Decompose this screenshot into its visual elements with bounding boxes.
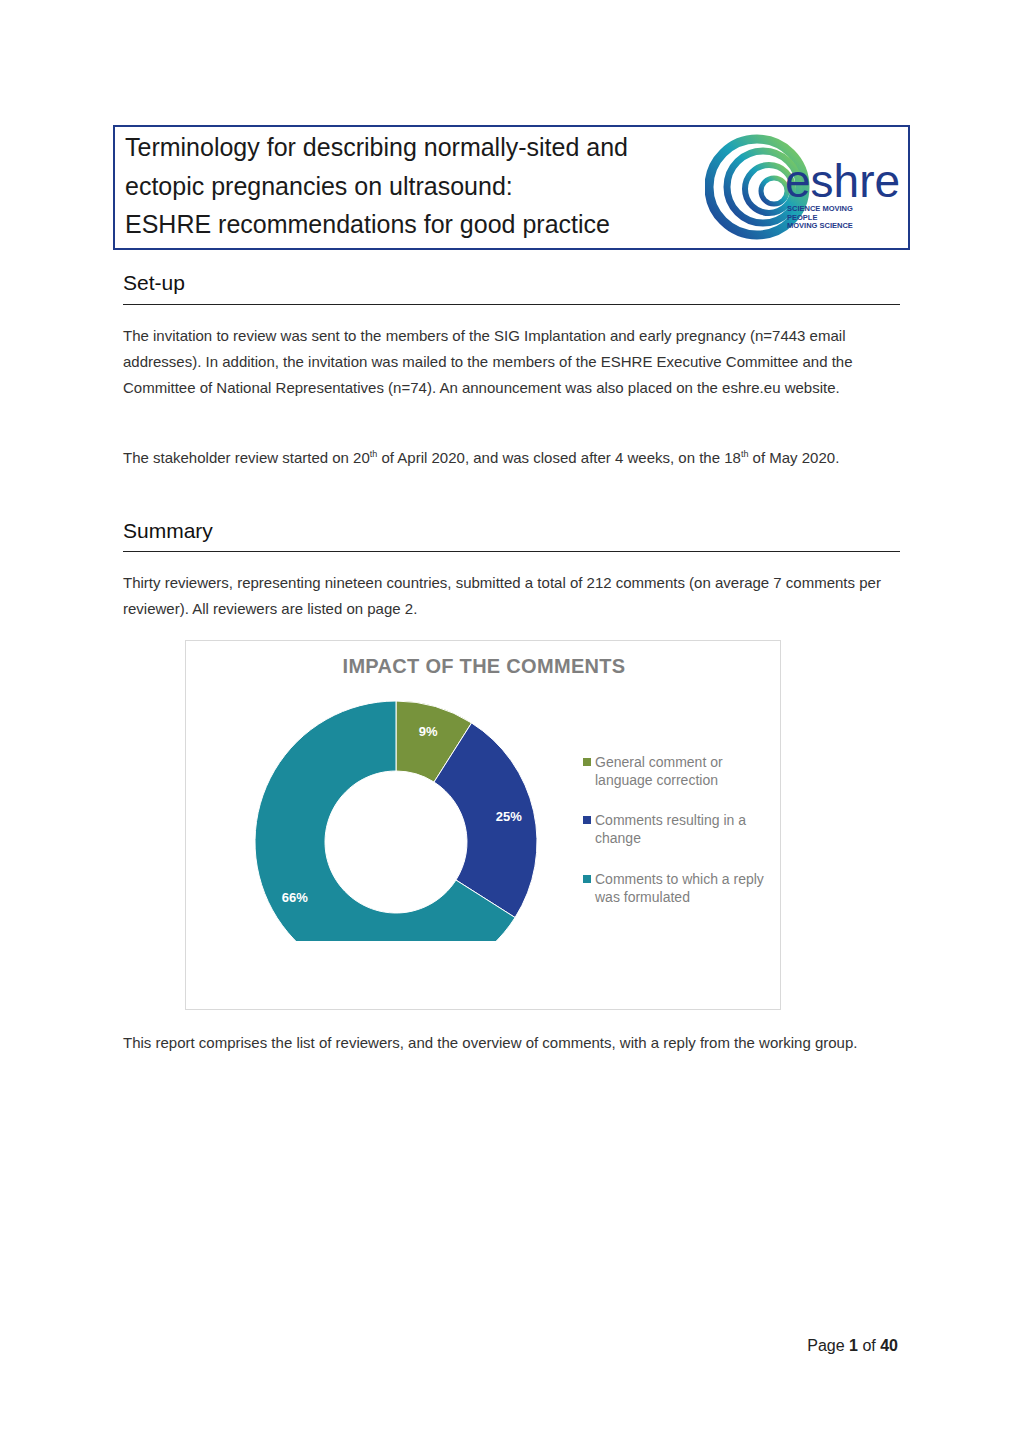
html-text:IMPACT OF THE COMMENTS: IMPACT OF THE COMMENTS <box>342 655 626 677</box>
svg-text:9%: 9% <box>419 724 438 739</box>
html-text:This report comprises the list: This report comprises the list of review… <box>123 1034 858 1051</box>
svg-text:SCIENCE MOVING: SCIENCE MOVING <box>787 204 853 213</box>
svg-text:25%: 25% <box>496 809 522 824</box>
html-text:General comment or language co: General comment or language correction <box>595 754 723 788</box>
svg-text:MOVING SCIENCE: MOVING SCIENCE <box>787 221 853 230</box>
html-text:Page 1 of 40: Page 1 of 40 <box>807 1337 898 1354</box>
html-text:Comments resulting in a change: Comments resulting in a change <box>595 812 746 846</box>
html-text:ESHRE recommendations for good: ESHRE recommendations for good practice <box>125 210 610 238</box>
html-text:ectopic pregnancies on ultraso: ectopic pregnancies on ultrasound: <box>125 172 513 200</box>
html-text:The invitation to review was s: The invitation to review was sent to the… <box>123 327 853 396</box>
html-text:Summary: Summary <box>123 519 213 542</box>
html-text:The stakeholder review started: The stakeholder review started on 20thof… <box>123 449 840 466</box>
svg-text:PEOPLE: PEOPLE <box>787 212 818 222</box>
html-text:Thirty reviewers, representing: Thirty reviewers, representing nineteen … <box>123 574 881 617</box>
svg-text:66%: 66% <box>282 890 308 905</box>
html-text:Comments to which a reply was: Comments to which a reply was formulated <box>595 871 764 905</box>
svg-text:eshre: eshre <box>785 155 900 207</box>
html-text:Set-up: Set-up <box>123 271 185 294</box>
html-text:Terminology for describing nor: Terminology for describing normally-site… <box>125 133 628 161</box>
